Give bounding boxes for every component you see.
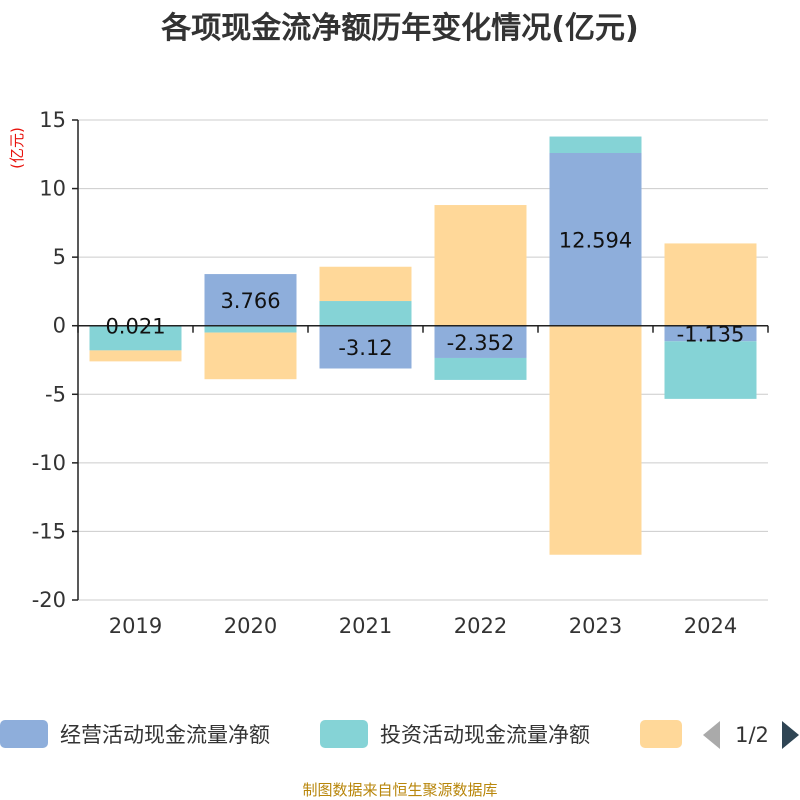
- bar-s0-2020: [204, 274, 297, 326]
- data-label-2019: 0.021: [105, 315, 165, 339]
- y-tick-label: -10: [32, 451, 66, 475]
- y-tick-label: -5: [45, 382, 66, 406]
- data-label-2024: -1.135: [677, 322, 745, 346]
- legend-label-investing[interactable]: 投资活动现金流量净额: [380, 723, 590, 747]
- y-tick-label: 0: [53, 314, 66, 338]
- x-tick-label-2020: 2020: [224, 614, 277, 638]
- data-labels-layer: 0.021 3.766 -3.12 -2.352 12.594 -1.135: [105, 228, 744, 360]
- bar-s1-2024: [664, 341, 757, 399]
- y-tick-label: 5: [53, 245, 66, 269]
- grid-layer: [78, 119, 768, 601]
- data-label-2022: -2.352: [447, 331, 515, 355]
- bar-s2-2021: [319, 266, 412, 302]
- y-tick-label: 15: [39, 108, 66, 132]
- legend-swatch-third-series[interactable]: [640, 720, 682, 748]
- y-axis-unit-label: (亿元): [8, 127, 26, 169]
- x-tick-label-2019: 2019: [109, 614, 162, 638]
- bar-s1-2021: [319, 301, 412, 326]
- bar-s0-2022: [434, 325, 527, 358]
- y-tick-label: 10: [39, 177, 66, 201]
- bar-s0-2023: [549, 152, 642, 326]
- bar-s0-2021: [319, 325, 412, 369]
- bars-layer: [89, 136, 757, 555]
- x-tick-label-2023: 2023: [569, 614, 622, 638]
- x-tick-label-2021: 2021: [339, 614, 392, 638]
- x-tick-label-2024: 2024: [684, 614, 737, 638]
- bar-s2-2023: [549, 325, 642, 555]
- bar-s1-2022: [434, 357, 527, 380]
- triangle-right-icon[interactable]: [782, 721, 799, 749]
- y-tick-label: -15: [32, 519, 66, 543]
- data-label-2021: -3.12: [338, 336, 392, 360]
- bar-s2-2022: [434, 205, 527, 326]
- bar-s1-2019: [89, 325, 182, 351]
- legend-page-indicator: 1/2: [735, 723, 769, 747]
- data-label-2023: 12.594: [559, 228, 632, 252]
- legend-label-operating[interactable]: 经营活动现金流量净额: [60, 723, 270, 747]
- legend-swatch-investing[interactable]: [320, 720, 368, 748]
- bar-s1-2020: [204, 325, 297, 333]
- chart-title: 各项现金流净额历年变化情况(亿元): [160, 11, 638, 46]
- legend: 经营活动现金流量净额 投资活动现金流量净额 1/2: [0, 720, 799, 749]
- legend-swatch-operating[interactable]: [0, 720, 48, 748]
- data-label-2020: 3.766: [220, 289, 280, 313]
- bar-s0-2024: [664, 325, 757, 342]
- bar-s2-2020: [204, 332, 297, 380]
- y-tick-label: -20: [32, 588, 66, 612]
- bar-s2-2019: [89, 350, 182, 362]
- bar-s1-2023: [549, 136, 642, 153]
- axis-layer: 15 10 5 0 -5 -10 -15 -20 2019 2020 2021 2022 2023 202…: [32, 108, 769, 638]
- data-source-footer: 制图数据来自恒生聚源数据库: [302, 781, 497, 799]
- bar-s2-2024: [664, 243, 757, 326]
- triangle-left-icon[interactable]: [703, 721, 720, 749]
- x-tick-label-2022: 2022: [454, 614, 507, 638]
